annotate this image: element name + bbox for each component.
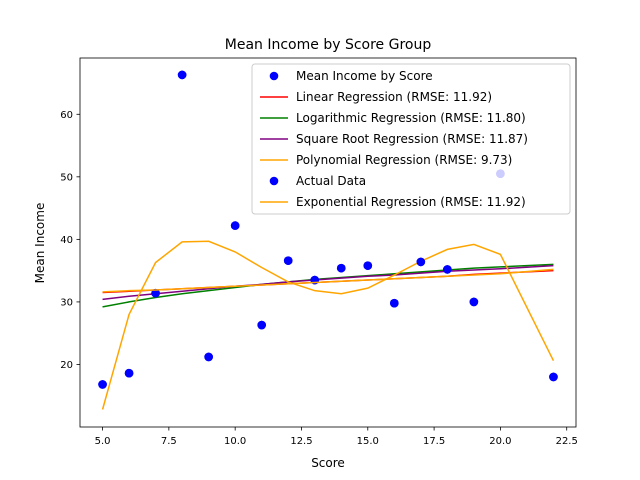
series-line-exponential-regression-rmse-11-92 [102,268,554,293]
x-axis-label: Score [311,456,345,470]
y-axis-label: Mean Income [33,203,47,284]
legend-entry-label: Square Root Regression (RMSE: 11.87) [296,132,528,146]
legend-entry-label: Linear Regression (RMSE: 11.92) [296,90,492,104]
y-tick-label: 20 [60,360,73,371]
y-tick-label: 50 [60,172,73,183]
series-line-polynomial-regression-rmse-9-73 [101,240,555,410]
x-tick-label: 22.5 [556,436,578,447]
data-point-actual-data [416,257,426,267]
data-point-actual-data [443,265,452,274]
legend: Mean Income by Score Linear Regression (R… [251,63,571,215]
x-tick-label: 7.5 [161,436,177,447]
y-axis: 20 30 40 50 60 [60,110,80,371]
legend-box [251,63,571,215]
data-point-actual-data [257,320,266,330]
legend-marker-swatch [269,176,279,186]
legend-entry-label: Polynomial Regression (RMSE: 9.73) [296,153,512,167]
x-tick-label: 17.5 [423,436,445,447]
data-point-actual-data [177,70,187,80]
data-point-actual-data [469,297,479,307]
legend-entry-label: Exponential Regression (RMSE: 11.92) [296,195,526,209]
legend-entry-label: Mean Income by Score [296,69,433,83]
data-point-actual-data [336,263,346,273]
data-point-actual-data [98,380,107,389]
legend-marker-swatch [269,71,279,81]
plot-area [79,57,577,428]
data-point-actual-data [151,288,160,298]
x-tick-label: 10.0 [224,436,246,447]
y-tick-label: 30 [60,297,73,308]
data-point-actual-data [390,298,399,308]
plot-frame [79,57,577,428]
legend-entry-label: Actual Data [296,174,366,188]
data-point-actual-data [283,256,293,265]
legend-entry-label: Logarithmic Regression (RMSE: 11.80) [296,111,526,125]
data-point-actual-data [363,261,373,270]
x-tick-label: 5.0 [95,436,111,447]
y-tick-label: 60 [60,110,73,121]
data-point-actual-data [230,221,240,230]
x-tick-label: 12.5 [290,436,312,447]
chart-title: Mean Income by Score Group [225,37,432,53]
x-tick-label: 15.0 [357,436,379,447]
y-tick-label: 40 [60,235,73,246]
x-axis: 5.0 7.5 10.0 12.5 15.0 17.5 20.0 22.5 [95,427,578,447]
data-point-actual-data [124,368,134,378]
data-point-actual-data [549,372,558,382]
data-point-actual-data [204,352,213,362]
x-tick-label: 20.0 [489,436,511,447]
